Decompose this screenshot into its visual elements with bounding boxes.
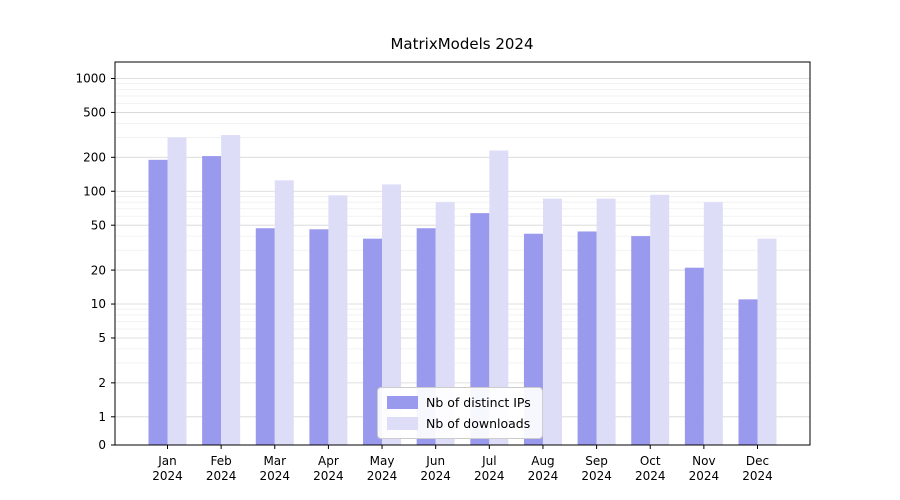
y-tick-label: 500 — [83, 106, 106, 120]
x-tick-label-month: Sep — [585, 454, 608, 468]
x-tick-label-year: 2024 — [206, 469, 237, 483]
bar-downloads-jan — [167, 137, 187, 445]
bar-downloads-feb — [221, 135, 241, 446]
bar-downloads-mar — [274, 180, 294, 445]
x-tick-label-year: 2024 — [313, 469, 344, 483]
y-tick-label: 0 — [98, 438, 106, 452]
bar-distinct-ips-feb — [202, 156, 222, 445]
y-tick-label: 20 — [91, 263, 106, 277]
bar-downloads-nov — [703, 202, 723, 445]
x-tick-label-year: 2024 — [420, 469, 451, 483]
y-tick-label: 50 — [91, 218, 106, 232]
plot-border — [114, 61, 811, 446]
x-tick-label-month: Feb — [211, 454, 232, 468]
x-tick-label-year: 2024 — [152, 469, 183, 483]
bar-distinct-ips-mar — [255, 228, 275, 445]
legend: Nb of distinct IPs Nb of downloads — [377, 387, 543, 439]
x-tick-label-year: 2024 — [689, 469, 720, 483]
x-tick-label-year: 2024 — [259, 469, 290, 483]
axis-labels: 01251020501002005001000Jan2024Feb2024Mar… — [75, 72, 772, 483]
bar-downloads-may — [382, 184, 402, 446]
bar-distinct-ips-apr — [309, 229, 329, 445]
legend-label-downloads: Nb of downloads — [426, 416, 531, 431]
bar-distinct-ips-nov — [684, 267, 704, 445]
bar-downloads-jun — [435, 202, 455, 445]
x-tick-label-month: Mar — [263, 454, 286, 468]
bar-distinct-ips-jan — [148, 159, 168, 445]
axis-ticks — [111, 77, 758, 449]
x-tick-label-month: Oct — [640, 454, 661, 468]
legend-item-distinct-ips: Nb of distinct IPs — [387, 395, 531, 410]
x-tick-label-year: 2024 — [581, 469, 612, 483]
bar-downloads-aug — [542, 198, 562, 445]
bar-distinct-ips-dec — [738, 299, 758, 445]
y-tick-label: 1 — [98, 410, 106, 424]
x-tick-label-month: Nov — [692, 454, 715, 468]
x-tick-label-month: Jun — [425, 454, 445, 468]
y-tick-label: 10 — [91, 297, 106, 311]
x-tick-label-year: 2024 — [367, 469, 398, 483]
legend-swatch-distinct-ips — [387, 396, 418, 409]
x-tick-label-month: May — [370, 454, 395, 468]
x-tick-label-month: Jul — [481, 454, 496, 468]
bar-distinct-ips-sep — [577, 231, 597, 445]
legend-swatch-downloads — [387, 417, 418, 430]
y-tick-label: 100 — [83, 184, 106, 198]
bar-downloads-jul — [489, 150, 509, 445]
x-tick-label-year: 2024 — [474, 469, 505, 483]
legend-item-downloads: Nb of downloads — [387, 416, 531, 431]
x-tick-label-year: 2024 — [635, 469, 666, 483]
legend-label-distinct-ips: Nb of distinct IPs — [426, 395, 531, 410]
bar-downloads-sep — [596, 198, 616, 445]
y-tick-label: 5 — [98, 331, 106, 345]
bar-downloads-apr — [328, 195, 348, 445]
x-tick-label-month: Apr — [318, 454, 339, 468]
chart-title: MatrixModels 2024 — [390, 35, 533, 53]
x-tick-label-month: Jan — [157, 454, 177, 468]
bar-distinct-ips-oct — [631, 236, 651, 445]
x-tick-label-year: 2024 — [528, 469, 559, 483]
y-tick-label: 200 — [83, 151, 106, 165]
bar-downloads-dec — [757, 238, 777, 445]
x-tick-label-year: 2024 — [742, 469, 773, 483]
x-tick-label-month: Aug — [531, 454, 554, 468]
y-tick-label: 2 — [98, 376, 106, 390]
bar-downloads-oct — [650, 194, 670, 445]
y-tick-label: 1000 — [75, 72, 106, 86]
x-tick-label-month: Dec — [746, 454, 769, 468]
